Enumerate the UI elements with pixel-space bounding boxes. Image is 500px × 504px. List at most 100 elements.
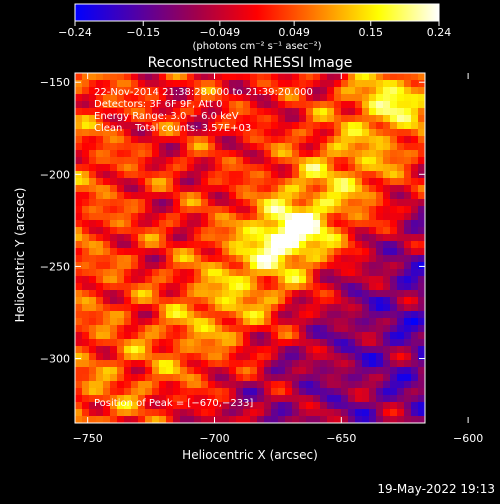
heatmap-cell — [117, 388, 125, 396]
heatmap-cell — [257, 136, 265, 144]
heatmap-cell — [180, 171, 188, 179]
heatmap-cell — [82, 283, 90, 291]
heatmap-cell — [292, 339, 300, 347]
heatmap-cell — [418, 80, 425, 88]
heatmap-cell — [306, 395, 314, 403]
heatmap-cell — [334, 192, 342, 200]
heatmap-cell — [355, 122, 363, 130]
heatmap-cell — [383, 178, 391, 186]
heatmap-cell — [194, 353, 202, 361]
heatmap-cell — [418, 339, 425, 347]
heatmap-cell — [341, 360, 349, 368]
heatmap-cell — [334, 80, 342, 88]
heatmap-cell — [362, 234, 370, 242]
heatmap-cell — [152, 381, 160, 389]
heatmap-cell — [271, 367, 279, 375]
heatmap-cell — [327, 206, 335, 214]
heatmap-cell — [285, 150, 293, 158]
heatmap-cell — [75, 87, 83, 95]
heatmap-cell — [131, 94, 139, 102]
heatmap-cell — [117, 395, 125, 403]
heatmap-cell — [271, 325, 279, 333]
heatmap-cell — [376, 220, 384, 228]
heatmap-cell — [278, 227, 286, 235]
heatmap-cell — [369, 276, 377, 284]
heatmap-cell — [131, 122, 139, 130]
heatmap-cell — [243, 381, 251, 389]
heatmap-cell — [229, 332, 237, 340]
heatmap-cell — [355, 87, 363, 95]
heatmap-cell — [285, 136, 293, 144]
heatmap-cell — [376, 185, 384, 193]
heatmap-cell — [201, 241, 209, 249]
heatmap-cell — [411, 311, 419, 319]
heatmap-cell — [103, 220, 111, 228]
heatmap-cell — [138, 255, 146, 263]
heatmap-cell — [236, 101, 244, 109]
heatmap-cell — [96, 325, 104, 333]
heatmap-cell — [257, 304, 265, 312]
heatmap-cell — [348, 318, 356, 326]
heatmap-cell — [159, 381, 167, 389]
heatmap-cell — [271, 283, 279, 291]
heatmap-cell — [89, 381, 97, 389]
heatmap-cell — [278, 157, 286, 165]
heatmap-cell — [173, 220, 181, 228]
heatmap-cell — [383, 171, 391, 179]
heatmap-cell — [152, 353, 160, 361]
heatmap-cell — [166, 178, 174, 186]
heatmap-cell — [96, 339, 104, 347]
heatmap-cell — [299, 248, 307, 256]
heatmap-cell — [376, 402, 384, 410]
heatmap-cell — [250, 199, 258, 207]
heatmap-cell — [222, 367, 230, 375]
heatmap-cell — [110, 136, 118, 144]
heatmap-cell — [264, 234, 272, 242]
heatmap-cell — [334, 206, 342, 214]
heatmap-cell — [341, 353, 349, 361]
heatmap-cell — [327, 367, 335, 375]
heatmap-cell — [369, 304, 377, 312]
heatmap-cell — [383, 276, 391, 284]
heatmap-cell — [397, 353, 405, 361]
heatmap-cell — [166, 234, 174, 242]
heatmap-cell — [348, 395, 356, 403]
heatmap-cell — [229, 150, 237, 158]
heatmap-cell — [194, 269, 202, 277]
heatmap-cell — [215, 381, 223, 389]
heatmap-cell — [194, 388, 202, 396]
heatmap-cell — [299, 87, 307, 95]
heatmap-cell — [355, 234, 363, 242]
heatmap-cell — [299, 136, 307, 144]
heatmap-cell — [173, 164, 181, 172]
heatmap-cell — [75, 276, 83, 284]
heatmap-cell — [250, 73, 258, 81]
heatmap-cell — [411, 206, 419, 214]
time-range-label: 22‐Nov‐2014 21:38:28.000 to 21:39:20.000 — [94, 87, 313, 98]
heatmap-cell — [334, 178, 342, 186]
heatmap-cell — [82, 248, 90, 256]
heatmap-cell — [180, 136, 188, 144]
heatmap-cell — [257, 192, 265, 200]
colorbar-tick-label: 0.049 — [278, 26, 310, 39]
heatmap-cell — [306, 241, 314, 249]
heatmap-cell — [369, 241, 377, 249]
heatmap-cell — [110, 262, 118, 270]
heatmap-cell — [250, 164, 258, 172]
heatmap-cell — [82, 304, 90, 312]
heatmap-cell — [327, 416, 335, 423]
heatmap-cell — [152, 297, 160, 305]
heatmap-cell — [180, 220, 188, 228]
heatmap-cell — [166, 143, 174, 151]
heatmap-cell — [369, 164, 377, 172]
heatmap-cell — [397, 297, 405, 305]
heatmap-cell — [397, 234, 405, 242]
heatmap-cell — [243, 416, 251, 423]
heatmap-cell — [152, 73, 160, 81]
heatmap-cell — [229, 311, 237, 319]
heatmap-cell — [82, 388, 90, 396]
heatmap-cell — [390, 241, 398, 249]
heatmap-cell — [264, 402, 272, 410]
heatmap-cell — [215, 360, 223, 368]
heatmap-cell — [236, 143, 244, 151]
